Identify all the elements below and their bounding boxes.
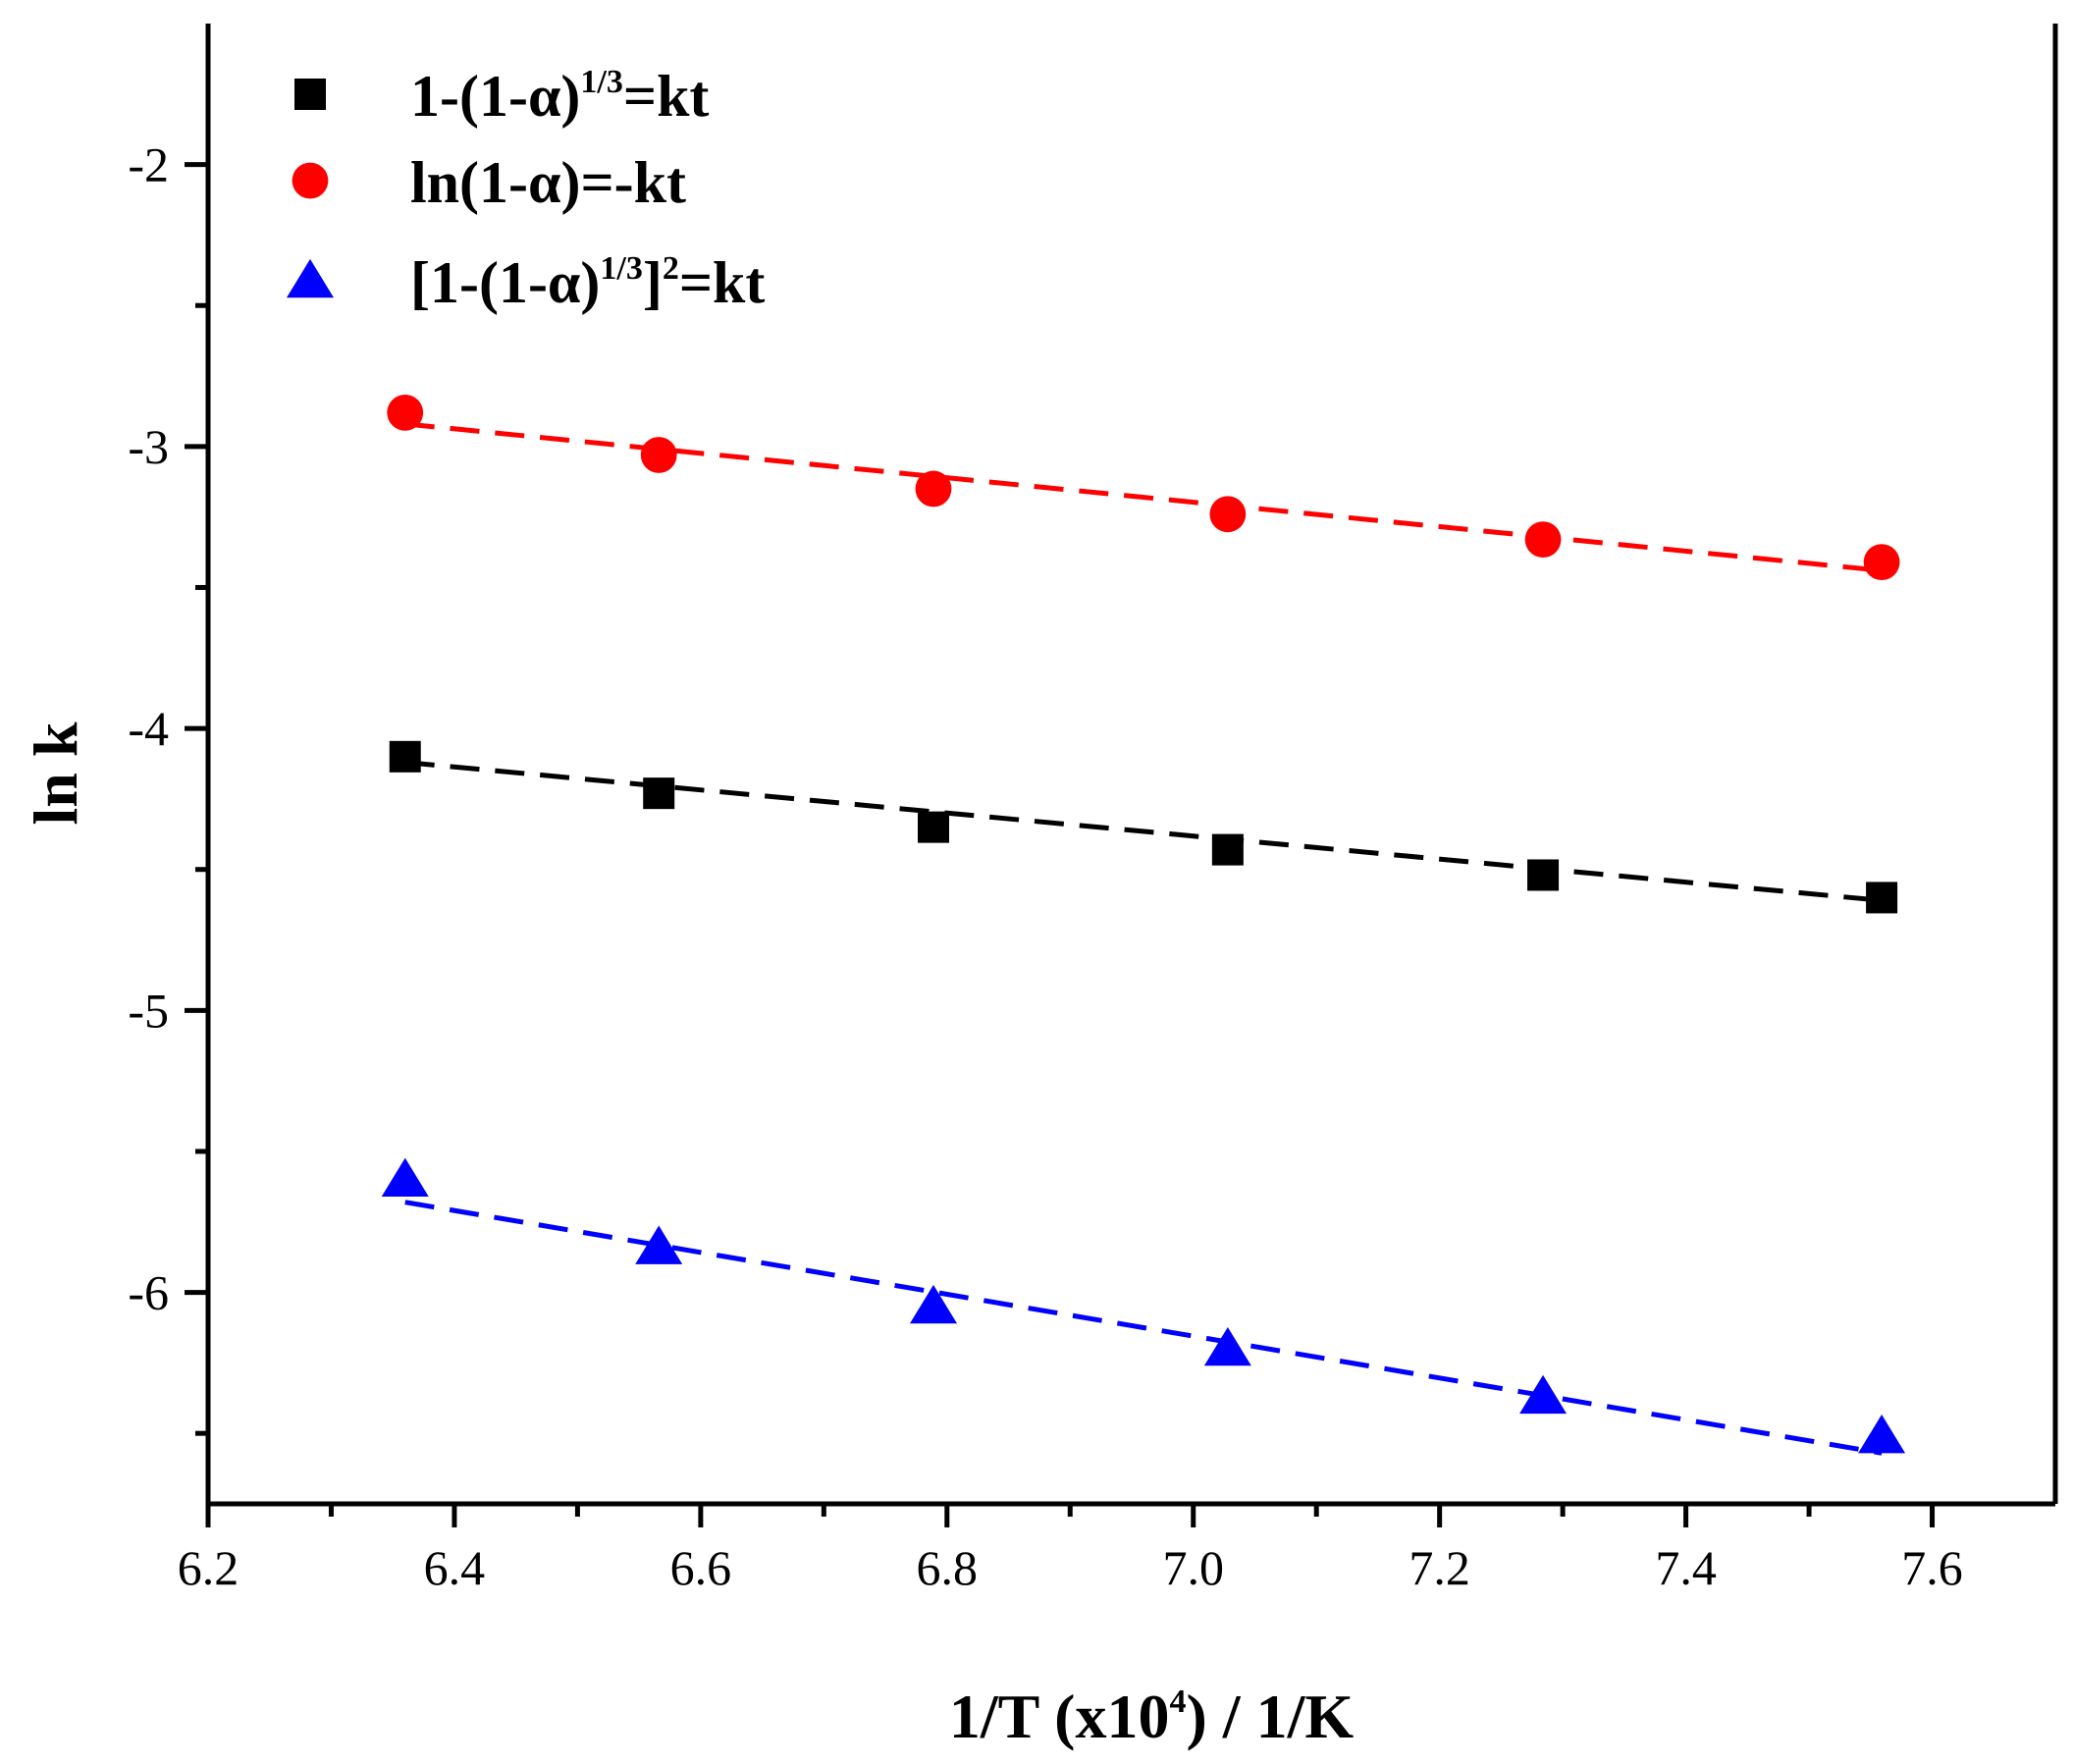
x-tick-label: 6.8: [917, 1540, 979, 1595]
data-point-square: [389, 740, 421, 773]
data-point-triangle: [1858, 1414, 1906, 1454]
data-point-triangle: [381, 1157, 429, 1197]
fit-line-square: [404, 760, 1883, 903]
fit-line-triangle: [404, 1200, 1883, 1456]
legend-label: 1-(1-α)1/3=kt: [410, 64, 709, 129]
data-point-circle: [387, 394, 424, 431]
legend-label-part: ln(1-α)=-kt: [410, 150, 686, 215]
data-point-circle: [915, 470, 952, 508]
data-point-square: [1527, 859, 1560, 891]
fit-lines: [404, 421, 1883, 1456]
x-tick-label: 6.2: [178, 1540, 239, 1595]
axis-ticks: [185, 162, 1936, 1527]
x-tick-label: 7.4: [1655, 1540, 1717, 1595]
legend-marker-circle: [292, 162, 329, 199]
y-tick-label: -3: [128, 419, 169, 474]
data-point-triangle: [1519, 1374, 1568, 1415]
y-tick-label: -4: [128, 701, 169, 756]
legend-marker-triangle: [287, 258, 334, 298]
x-axis-title: 1/T (x104) / 1/K: [949, 1682, 1355, 1751]
y-axis-title: ln k: [21, 722, 90, 825]
fit-line-circle: [404, 421, 1883, 573]
legend-label: ln(1-α)=-kt: [410, 150, 686, 215]
x-tick-label: 7.2: [1409, 1540, 1470, 1595]
data-point-square: [1866, 882, 1898, 914]
legend-label-part: [1-(1-α): [410, 250, 600, 315]
legend-marker-square: [294, 79, 326, 110]
x-tick-label: 7.0: [1162, 1540, 1224, 1595]
legend-label-part: =kt: [679, 250, 766, 315]
data-point-circle: [1524, 521, 1562, 559]
legend-label-part: 1/3: [600, 250, 642, 287]
data-point-triangle: [1203, 1326, 1251, 1366]
legend-label: [1-(1-α)1/3]2=kt: [410, 250, 765, 315]
legend-label-part: ]: [643, 250, 663, 315]
data-point-square: [643, 777, 675, 810]
y-tick-label: -6: [128, 1265, 169, 1320]
data-point-circle: [1863, 544, 1900, 581]
legend-label-part: 1/3: [580, 64, 622, 100]
y-tick-label: -5: [128, 983, 169, 1038]
data-point-square: [917, 811, 949, 843]
x-axis-title-prefix: 1/T (x10: [949, 1682, 1170, 1751]
x-axis-title-suffix: ) / 1/K: [1186, 1682, 1354, 1751]
plot-frame: [205, 24, 2058, 1507]
y-tick-label: -2: [128, 137, 169, 192]
data-point-triangle: [635, 1225, 683, 1264]
data-markers: [381, 394, 1906, 1454]
x-tick-label: 6.4: [424, 1540, 486, 1595]
x-tick-label: 7.6: [1901, 1540, 1963, 1595]
axis-tick-labels: 6.2 6.4 6.6 6.8 7.0 7.2 7.4 7.6 -2 -3 -4 -5 -6: [128, 137, 1962, 1595]
legend-label-part: 1-(1-α): [410, 64, 580, 129]
data-point-triangle: [909, 1284, 957, 1324]
x-tick-label: 6.6: [670, 1540, 732, 1595]
data-point-circle: [1209, 496, 1247, 533]
legend-label-part: =kt: [623, 64, 710, 129]
legend-label-part: 2: [663, 250, 679, 287]
data-point-square: [1211, 833, 1244, 866]
data-point-circle: [640, 437, 677, 473]
x-axis-title-sup: 4: [1169, 1684, 1186, 1720]
